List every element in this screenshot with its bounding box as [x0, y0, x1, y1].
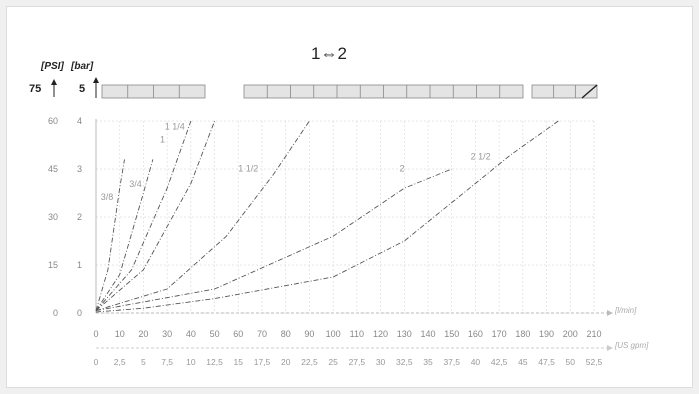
- y-tick-label-psi: 45: [48, 164, 58, 174]
- x-tick-label-lpm: 190: [539, 329, 554, 339]
- series-label: 1 1/2: [238, 163, 258, 173]
- x-tick-label-lpm: 110: [350, 329, 364, 339]
- y-tick-label-psi: 0: [53, 308, 58, 318]
- x-tick-label-lpm: 130: [397, 329, 412, 339]
- series-line: [95, 120, 216, 311]
- top-strip-diagonal: [581, 84, 598, 99]
- x-tick-label-lpm: 90: [304, 329, 314, 339]
- series-label: 2 1/2: [471, 151, 491, 161]
- x-axis-arrowhead-gpm: [607, 345, 613, 351]
- top-bar-label: 5: [79, 83, 85, 95]
- series-label: 1 1/4: [165, 122, 185, 132]
- series-label: 1: [160, 135, 165, 145]
- x-axis-label-lpm: [l/min]: [614, 306, 637, 315]
- x-tick-label-gpm: 30: [376, 357, 386, 367]
- chart-frame: 1⇔2 [PSI] [bar] 75 5 [l/min] [US gpm] 0 0…: [6, 6, 693, 388]
- x-tick-label-gpm: 50: [566, 357, 576, 367]
- x-tick-label-lpm: 0: [93, 329, 98, 339]
- y-tick-label-bar: 3: [77, 164, 82, 174]
- x-tick-label-lpm: 210: [586, 329, 601, 339]
- pressure-flow-chart: 1⇔2 [PSI] [bar] 75 5 [l/min] [US gpm] 0 0…: [29, 44, 649, 367]
- x-tick-label-lpm: 70: [257, 329, 267, 339]
- x-tick-label-lpm: 40: [186, 329, 196, 339]
- y-tick-label-psi: 15: [48, 260, 58, 270]
- x-tick-label-gpm: 17,5: [254, 357, 271, 367]
- y-tick-label-bar: 1: [77, 260, 82, 270]
- series-line: [95, 159, 125, 311]
- x-tick-label-gpm: 22,5: [301, 357, 318, 367]
- x-tick-label-gpm: 5: [141, 357, 146, 367]
- x-tick-label-lpm: 140: [420, 329, 435, 339]
- psi-arrowhead: [51, 79, 57, 85]
- x-tick-label-lpm: 120: [373, 329, 388, 339]
- series-line: [95, 168, 452, 312]
- x-tick-label-gpm: 0: [94, 357, 99, 367]
- x-tick-label-lpm: 30: [162, 329, 172, 339]
- x-axis-label-gpm: [US gpm]: [614, 341, 649, 350]
- x-tick-label-gpm: 35: [423, 357, 433, 367]
- x-tick-label-lpm: 150: [444, 329, 459, 339]
- series-line: [95, 159, 154, 311]
- x-tick-label-lpm: 80: [281, 329, 291, 339]
- y-tick-label-psi: 60: [48, 116, 58, 126]
- x-tick-label-gpm: 40: [471, 357, 481, 367]
- series-line: [95, 120, 559, 313]
- chart-title: 1⇔2: [311, 44, 347, 63]
- x-tick-label-gpm: 42,5: [491, 357, 508, 367]
- x-tick-label-gpm: 2,5: [114, 357, 126, 367]
- x-tick-label-lpm: 100: [326, 329, 341, 339]
- x-tick-label-gpm: 32,5: [396, 357, 413, 367]
- x-tick-label-lpm: 50: [210, 329, 220, 339]
- x-axis-arrowhead-lpm: [607, 310, 613, 316]
- x-tick-label-lpm: 160: [468, 329, 483, 339]
- x-tick-label-gpm: 7,5: [161, 357, 173, 367]
- x-tick-label-gpm: 20: [281, 357, 291, 367]
- y-tick-label-bar: 4: [77, 116, 82, 126]
- x-tick-label-lpm: 180: [515, 329, 530, 339]
- series-line: [95, 120, 310, 312]
- x-tick-label-gpm: 52,5: [586, 357, 603, 367]
- series-label: 2: [400, 163, 405, 173]
- x-tick-label-lpm: 60: [233, 329, 243, 339]
- series-line: [95, 120, 192, 311]
- y-tick-label-bar: 2: [77, 212, 82, 222]
- y-tick-label-bar: 0: [77, 308, 82, 318]
- y-tick-label-psi: 30: [48, 212, 58, 222]
- series-label: 3/4: [129, 179, 142, 189]
- top-psi-label: 75: [29, 83, 41, 95]
- x-tick-label-gpm: 10: [186, 357, 196, 367]
- psi-unit-label: [PSI]: [40, 61, 64, 72]
- top-axis-arrowhead: [93, 77, 99, 83]
- x-tick-label-gpm: 12,5: [206, 357, 223, 367]
- top-strip-band: [531, 84, 598, 99]
- x-tick-label-lpm: 200: [563, 329, 578, 339]
- x-tick-label-gpm: 27,5: [349, 357, 366, 367]
- x-tick-label-lpm: 20: [138, 329, 148, 339]
- x-tick-label-lpm: 10: [115, 329, 125, 339]
- series-label: 3/8: [101, 192, 114, 202]
- x-tick-label-lpm: 170: [492, 329, 507, 339]
- x-tick-label-gpm: 25: [328, 357, 338, 367]
- x-tick-label-gpm: 15: [234, 357, 244, 367]
- bar-unit-label: [bar]: [70, 61, 94, 72]
- x-tick-label-gpm: 47,5: [538, 357, 555, 367]
- x-tick-label-gpm: 45: [518, 357, 528, 367]
- x-tick-label-gpm: 37,5: [443, 357, 460, 367]
